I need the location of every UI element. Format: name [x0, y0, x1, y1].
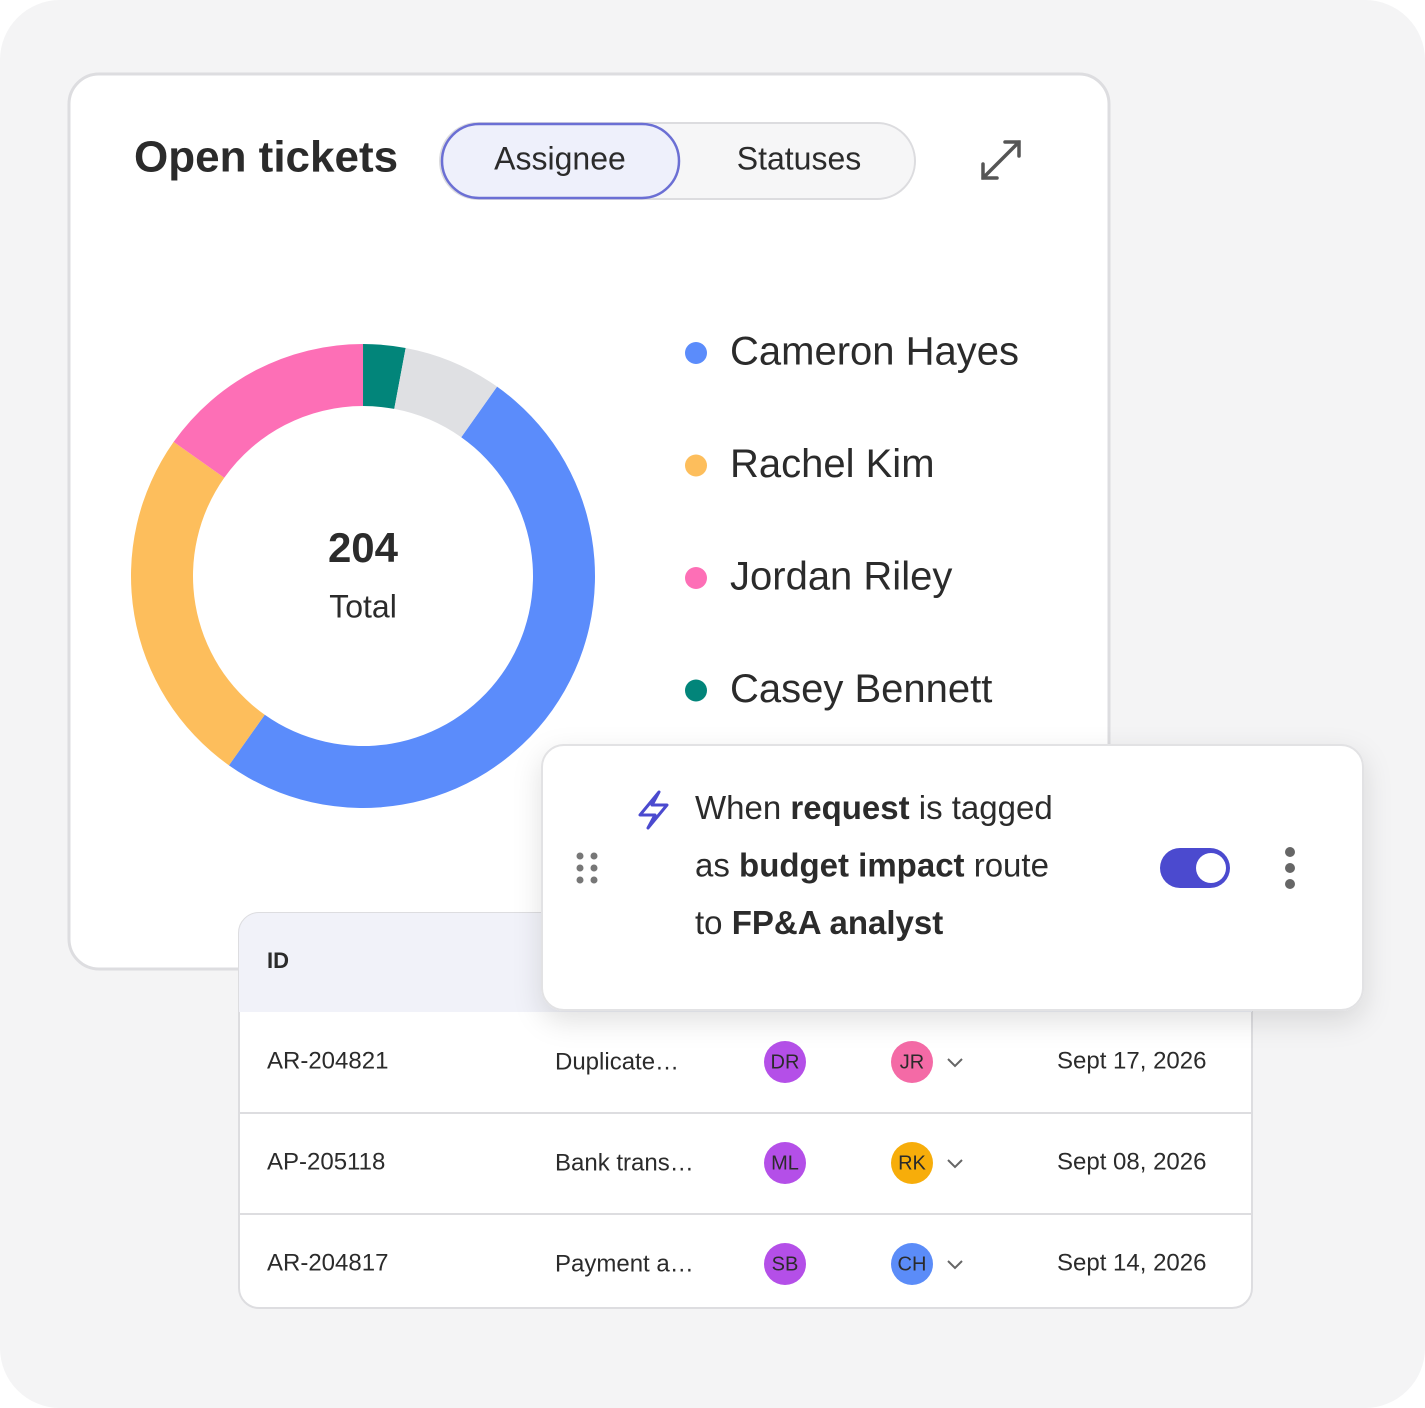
- legend-marker: [685, 567, 707, 589]
- legend-label: Casey Bennett: [730, 667, 992, 711]
- avatar-initials: ML: [771, 1152, 799, 1174]
- rule-card: When request is tagged as budget impact r…: [541, 744, 1364, 1011]
- legend-label: Rachel Kim: [730, 442, 935, 486]
- rule-keyword: budget impact: [739, 846, 965, 883]
- total-value: 204: [328, 524, 399, 571]
- legend-marker: [685, 679, 707, 702]
- rule-word: When: [695, 789, 790, 826]
- avatar-initials: CH: [898, 1253, 927, 1275]
- legend-label: Cameron Hayes: [730, 330, 1019, 374]
- avatar-initials: RK: [898, 1152, 926, 1174]
- rule-keyword: request: [790, 789, 909, 826]
- rule-word: as: [695, 846, 739, 883]
- tab[interactable]: Statuses: [737, 140, 862, 176]
- rule-word: route: [965, 846, 1049, 883]
- toggle-knob: [1196, 853, 1226, 883]
- donut-segment: [173, 344, 364, 478]
- rule-text: to FP&A analyst: [695, 904, 943, 941]
- donut-segment: [228, 386, 596, 808]
- avatar: [764, 1041, 806, 1083]
- assignee-dropdown[interactable]: [947, 1260, 963, 1270]
- ticket-id: AP-205118: [267, 1148, 385, 1175]
- ticket-id: AR-204817: [267, 1249, 388, 1276]
- ticket-subject: Payment a…: [555, 1250, 694, 1277]
- avatar: [764, 1142, 806, 1184]
- ticket-date: Sept 17, 2026: [1057, 1047, 1206, 1074]
- rule-word: is tagged: [910, 789, 1053, 826]
- trigger-icon: [638, 790, 669, 830]
- column-header: ID: [267, 948, 289, 973]
- avatar-initials: SB: [772, 1253, 799, 1275]
- ticket-date: Sept 14, 2026: [1057, 1249, 1206, 1276]
- avatar: [764, 1243, 806, 1285]
- expand-icon[interactable]: [981, 140, 1021, 180]
- assignee-dropdown[interactable]: [947, 1058, 963, 1068]
- rule-text: When request is tagged: [695, 789, 1053, 826]
- legend-marker: [685, 454, 707, 477]
- ticket-id: AR-204821: [267, 1047, 388, 1074]
- kebab-menu[interactable]: [1285, 847, 1295, 889]
- total-label: Total: [329, 588, 397, 624]
- ticket-subject: Bank trans…: [555, 1149, 694, 1176]
- donut-segment: [130, 441, 265, 766]
- avatar: [891, 1243, 933, 1285]
- rule-text: as budget impact route: [695, 846, 1049, 883]
- donut-segment: [363, 344, 406, 409]
- tab-active: [440, 122, 681, 200]
- donut-segment: [394, 347, 498, 438]
- ticket-subject: Duplicate…: [555, 1048, 679, 1075]
- drag-handle[interactable]: [576, 852, 598, 884]
- assignee-dropdown[interactable]: [947, 1159, 963, 1169]
- avatar-initials: DR: [771, 1051, 800, 1073]
- rule-keyword: FP&A analyst: [732, 904, 944, 941]
- avatar-initials: JR: [900, 1051, 924, 1073]
- avatar: [891, 1142, 933, 1184]
- card-title: Open tickets: [134, 133, 398, 182]
- rule-word: to: [695, 904, 732, 941]
- ticket-date: Sept 08, 2026: [1057, 1148, 1206, 1175]
- avatar: [891, 1041, 933, 1083]
- tab[interactable]: Assignee: [494, 140, 626, 176]
- legend-marker: [685, 342, 707, 364]
- legend-label: Jordan Riley: [730, 555, 952, 599]
